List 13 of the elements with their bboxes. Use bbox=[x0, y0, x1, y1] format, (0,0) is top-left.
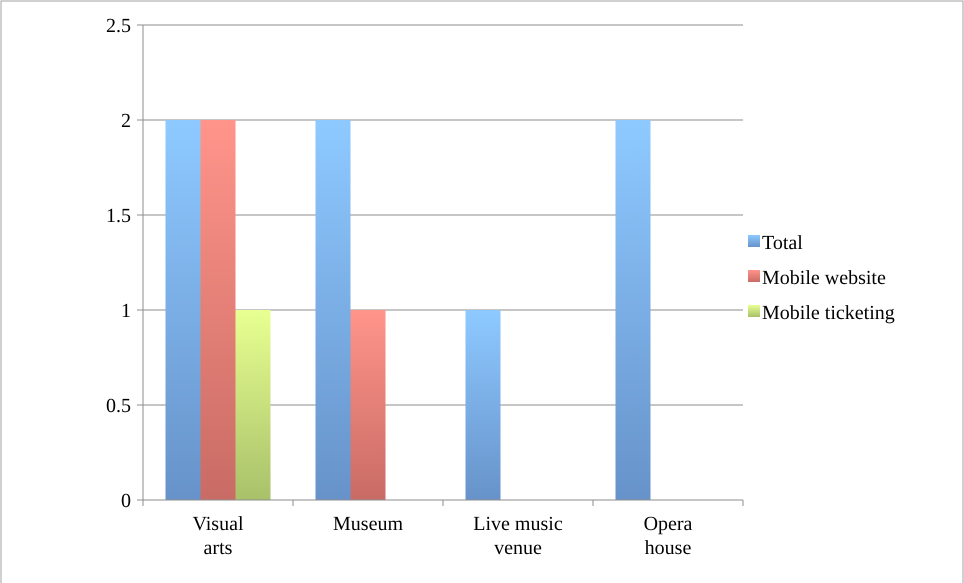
legend-label: Mobile ticketing bbox=[762, 302, 895, 324]
y-tick-label: 2.5 bbox=[106, 15, 131, 37]
y-tick-label: 0.5 bbox=[106, 395, 131, 417]
x-tick-label: Museum bbox=[333, 513, 404, 535]
legend-label: Total bbox=[762, 232, 804, 254]
y-tick-label: 2 bbox=[121, 110, 131, 132]
x-tick-label: Live music venue bbox=[473, 513, 563, 559]
y-tick-label: 0 bbox=[121, 490, 131, 512]
y-tick-label: 1.5 bbox=[106, 205, 131, 227]
x-tick-label: Opera house bbox=[644, 513, 693, 559]
legend-label: Mobile website bbox=[762, 267, 886, 289]
y-tick-label: 1 bbox=[121, 300, 131, 322]
x-tick-label: Visual arts bbox=[192, 513, 244, 559]
